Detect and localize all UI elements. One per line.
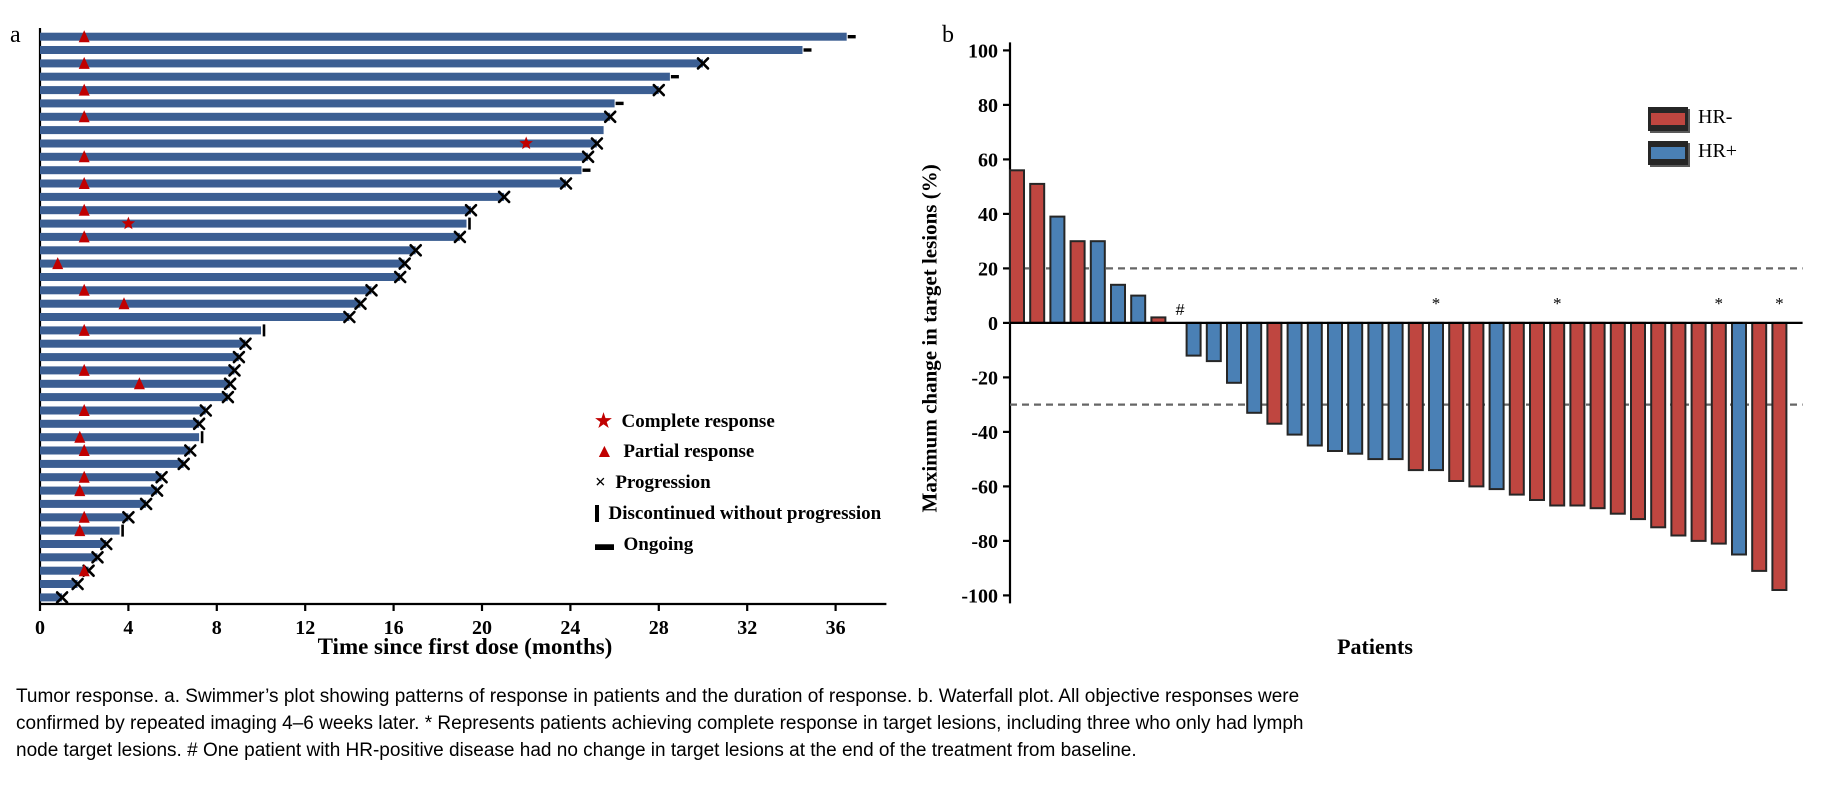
svg-text:40: 40 xyxy=(978,204,998,226)
svg-text:-80: -80 xyxy=(971,531,998,553)
svg-text:*: * xyxy=(1715,294,1724,313)
svg-text:*: * xyxy=(1432,294,1441,313)
svg-text:100: 100 xyxy=(968,40,998,62)
svg-text:*: * xyxy=(1775,294,1784,313)
svg-text:-20: -20 xyxy=(971,367,998,389)
svg-text:0: 0 xyxy=(988,313,998,335)
svg-text:80: 80 xyxy=(978,95,998,117)
svg-text:*: * xyxy=(1553,294,1562,313)
svg-text:-60: -60 xyxy=(971,476,998,498)
svg-text:-100: -100 xyxy=(961,585,998,607)
svg-text:60: 60 xyxy=(978,149,998,171)
svg-text:#: # xyxy=(1176,302,1185,319)
svg-text:20: 20 xyxy=(978,258,998,280)
svg-text:-40: -40 xyxy=(971,422,998,444)
